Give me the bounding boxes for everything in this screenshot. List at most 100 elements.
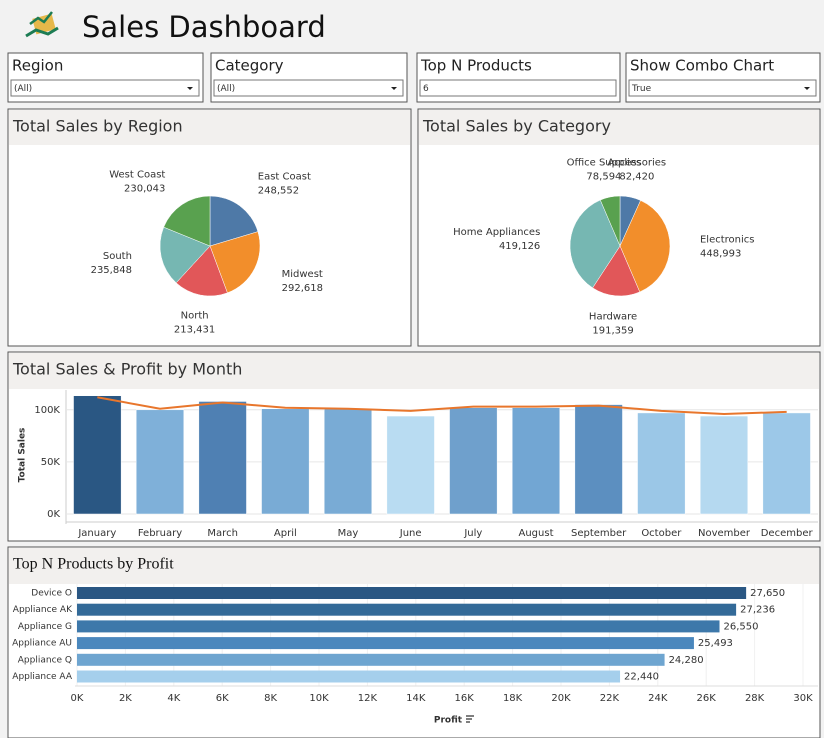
x-tick-label: 16K — [455, 693, 475, 704]
x-tick-label: 10K — [309, 693, 329, 704]
bar — [261, 408, 310, 515]
x-tick-label: 18K — [503, 693, 523, 704]
slice-value-label: 213,431 — [174, 325, 215, 336]
bar — [637, 412, 686, 515]
x-tick-label: 26K — [697, 693, 717, 704]
header-icon — [25, 11, 59, 38]
slice-label: West Coast — [109, 169, 165, 180]
sort-icon[interactable] — [466, 715, 474, 723]
bar — [77, 670, 621, 683]
line — [97, 396, 787, 415]
slice-label: Home Appliances — [453, 227, 540, 238]
dropdown-arrow — [187, 87, 193, 90]
chart-title: Top N Products by Profit — [13, 556, 174, 573]
x-tick-label: 24K — [648, 693, 668, 704]
filter-value: (All) — [14, 84, 32, 94]
filter-label: Top N Products — [420, 57, 532, 75]
x-tick-label: 14K — [406, 693, 426, 704]
slice-label: North — [181, 311, 209, 322]
x-tick-label: 22K — [600, 693, 620, 704]
bar — [77, 637, 694, 650]
x-tick-label: November — [698, 528, 751, 539]
bar — [198, 401, 247, 515]
bar — [77, 653, 665, 666]
x-tick-label: 4K — [167, 693, 180, 704]
y-tick-label: Appliance AU — [12, 639, 72, 649]
dashboard-title: Sales Dashboard — [82, 10, 326, 44]
x-tick-label: August — [519, 528, 554, 539]
dropdown-arrow — [804, 87, 810, 90]
dropdown[interactable] — [628, 79, 817, 97]
panel-header — [9, 353, 819, 389]
text-input[interactable] — [419, 79, 617, 97]
bar-value-label: 27,236 — [740, 605, 775, 616]
slice-label: South — [103, 251, 132, 262]
pie-slice — [592, 245, 641, 297]
dropdown[interactable] — [213, 79, 404, 97]
pie-slice — [619, 200, 671, 293]
x-tick-label: December — [761, 528, 814, 539]
filter-label: Region — [12, 57, 63, 75]
slice-value-label: 292,618 — [282, 283, 323, 294]
bar-value-label: 26,550 — [724, 621, 759, 632]
slice-label: Electronics — [700, 235, 755, 246]
pie-slice — [599, 195, 621, 247]
x-tick-label: 2K — [119, 693, 132, 704]
bar — [511, 407, 561, 515]
x-tick-label: February — [138, 528, 182, 539]
slice-value-label: 82,420 — [619, 172, 654, 183]
x-tick-label: 30K — [793, 693, 813, 704]
pie-slice — [209, 195, 259, 247]
bar — [77, 587, 747, 599]
y-tick-label: Device O — [31, 589, 72, 599]
y-tick-label: 50K — [41, 457, 61, 468]
x-tick-label: May — [338, 528, 359, 539]
bar — [135, 409, 185, 515]
slice-value-label: 191,359 — [592, 326, 633, 337]
x-tick-label: September — [571, 528, 627, 539]
bar-value-label: 22,440 — [624, 672, 659, 683]
x-tick-label: 20K — [551, 693, 571, 704]
x-tick-label: 6K — [216, 693, 229, 704]
bar-value-label: 25,493 — [698, 638, 733, 649]
filter-value: True — [631, 84, 652, 94]
slice-value-label: 419,126 — [499, 241, 540, 252]
bar — [386, 415, 435, 515]
slice-label: Midwest — [282, 269, 323, 280]
pie-slice — [163, 195, 211, 247]
x-tick-label: March — [207, 528, 237, 539]
y-tick-label: Appliance Q — [18, 655, 72, 665]
x-tick-label: April — [274, 528, 297, 539]
slice-label: Office Supplies — [567, 158, 642, 169]
bar — [449, 407, 498, 515]
bar — [77, 620, 720, 633]
panel-header — [9, 110, 410, 145]
slice-label: Hardware — [589, 312, 637, 323]
chart-title: Total Sales & Profit by Month — [12, 360, 242, 379]
filter-label: Category — [215, 57, 284, 75]
dropdown-arrow — [391, 87, 397, 90]
chart-title: Total Sales by Category — [422, 117, 611, 136]
y-tick-label: Appliance AA — [12, 672, 73, 682]
bar — [77, 603, 737, 616]
x-tick-label: 28K — [745, 693, 765, 704]
x-tick-label: 12K — [358, 693, 378, 704]
slice-value-label: 235,848 — [91, 265, 132, 276]
y-tick-label: Appliance G — [18, 622, 72, 632]
y-tick-label: Appliance AK — [13, 605, 73, 615]
slice-value-label: 248,552 — [258, 185, 299, 196]
dropdown[interactable] — [10, 79, 200, 97]
bar-value-label: 24,280 — [669, 655, 704, 666]
x-tick-label: June — [399, 528, 422, 539]
slice-label: Accessories — [608, 158, 667, 169]
x-tick-label: 8K — [264, 693, 277, 704]
x-tick-label: January — [77, 528, 116, 539]
pie-slice — [175, 245, 228, 297]
panel-header — [419, 110, 819, 145]
bar — [574, 404, 623, 515]
chart-title: Total Sales by Region — [12, 117, 183, 136]
slice-value-label: 230,043 — [124, 183, 165, 194]
y-tick-label: 0K — [47, 509, 60, 520]
y-axis-title: Total Sales — [18, 428, 28, 483]
